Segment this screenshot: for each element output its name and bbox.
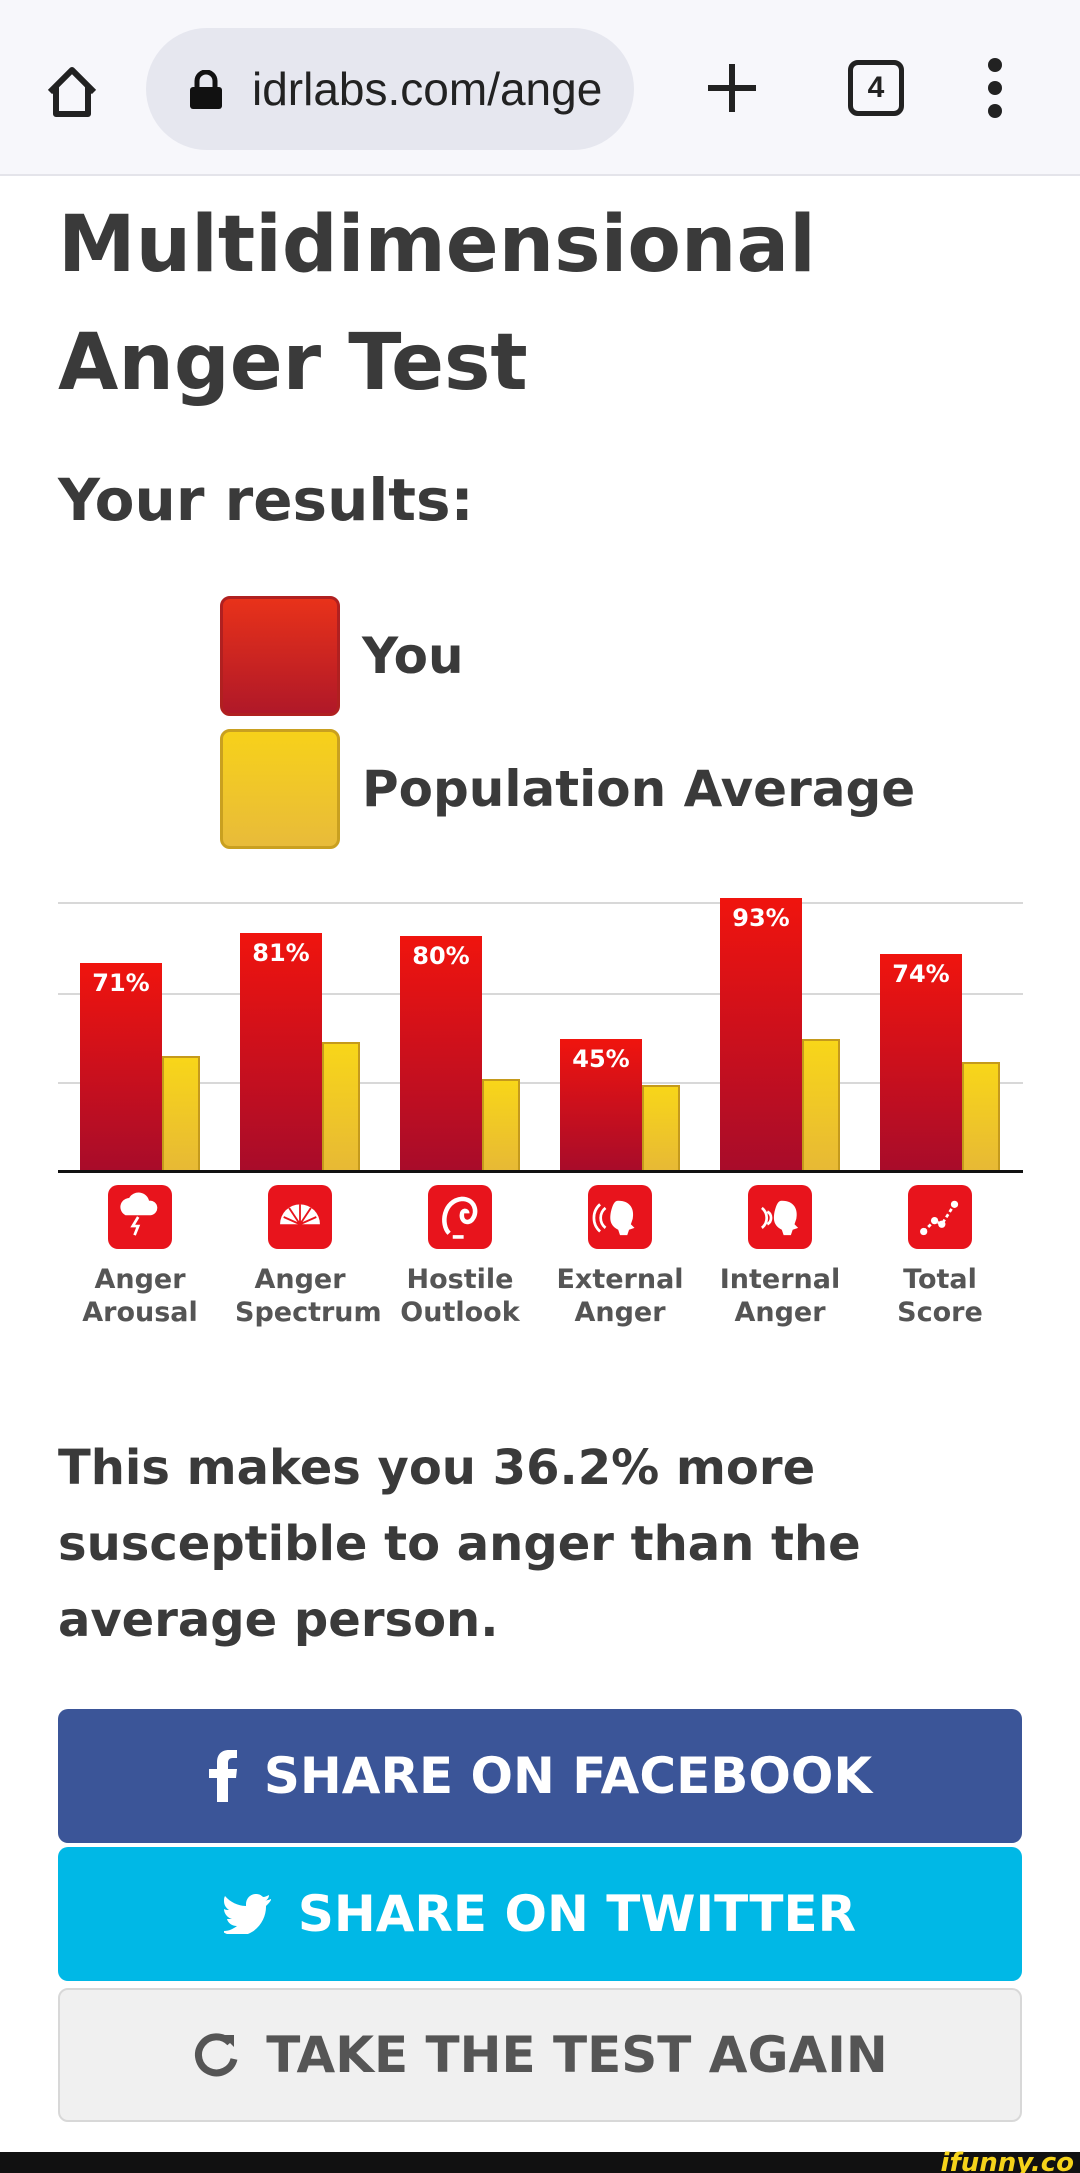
bar-you: 81% — [240, 933, 322, 1170]
results-chart: 71% Anger Arousal 81% Anger Spectrum 80% Hostil… — [58, 898, 1023, 1330]
bar-average — [482, 1079, 520, 1170]
watermark: ifunny.co — [940, 2148, 1074, 2173]
category-label: Total Score — [897, 1264, 983, 1328]
category: Anger Spectrum — [235, 1185, 382, 1329]
bar-you: 71% — [80, 962, 162, 1170]
bar-average — [322, 1041, 360, 1170]
category-label: Hostile Outlook — [400, 1264, 520, 1328]
category-icon — [268, 1185, 332, 1249]
take-test-again-label: TAKE THE TEST AGAIN — [266, 2026, 888, 2084]
category: Anger Arousal — [75, 1185, 205, 1329]
category: Total Score — [875, 1185, 1005, 1329]
bar-you: 80% — [400, 936, 482, 1170]
legend-label-average: Population Average — [362, 760, 916, 818]
share-twitter-label: SHARE ON TWITTER — [297, 1885, 857, 1943]
category: Hostile Outlook — [395, 1185, 525, 1329]
gridline — [58, 993, 1023, 995]
category: External Anger — [555, 1185, 685, 1329]
share-facebook-label: SHARE ON FACEBOOK — [263, 1747, 873, 1805]
twitter-icon — [223, 1894, 271, 1934]
legend-swatch-you — [220, 596, 340, 716]
category-icon — [428, 1185, 492, 1249]
bar-you: 45% — [560, 1038, 642, 1170]
page-title: Multidimensional Anger Test — [58, 200, 816, 408]
bar-average — [802, 1038, 840, 1170]
bottom-bar — [0, 2152, 1080, 2173]
results-heading: Your results: — [58, 466, 474, 534]
tab-switcher-button[interactable]: 4 — [848, 60, 904, 116]
facebook-icon — [208, 1750, 237, 1802]
more-menu-icon[interactable] — [980, 58, 1010, 122]
bar-you: 74% — [880, 953, 962, 1170]
bar-value-label: 81% — [252, 939, 310, 968]
bar-average — [162, 1056, 200, 1170]
category-label: Anger Arousal — [82, 1264, 198, 1328]
conclusion-text: This makes you 36.2% more susceptible to… — [58, 1440, 861, 1648]
gridline — [58, 1082, 1023, 1084]
share-facebook-button[interactable]: SHARE ON FACEBOOK — [58, 1709, 1022, 1843]
url-text: idrlabs.com/ange — [252, 63, 603, 115]
legend-label-you: You — [362, 627, 464, 685]
home-icon[interactable] — [36, 56, 108, 128]
bar-value-label: 71% — [92, 968, 150, 997]
bar-value-label: 74% — [892, 959, 950, 988]
legend-swatch-average — [220, 729, 340, 849]
category-icon — [588, 1185, 652, 1249]
address-bar[interactable]: idrlabs.com/ange — [146, 28, 634, 150]
take-test-again-button[interactable]: TAKE THE TEST AGAIN — [58, 1988, 1022, 2122]
chart-baseline — [58, 1170, 1023, 1173]
category: Internal Anger — [715, 1185, 845, 1329]
browser-toolbar: idrlabs.com/ange 4 — [0, 0, 1080, 176]
bar-value-label: 93% — [732, 904, 790, 933]
lock-icon — [188, 69, 224, 114]
share-twitter-button[interactable]: SHARE ON TWITTER — [58, 1847, 1022, 1981]
category-icon — [748, 1185, 812, 1249]
legend-you: You — [220, 596, 464, 716]
category-label: External Anger — [556, 1264, 684, 1328]
new-tab-icon[interactable] — [700, 56, 764, 120]
gridline — [58, 902, 1023, 904]
category-icon — [908, 1185, 972, 1249]
bar-value-label: 80% — [412, 942, 470, 971]
bar-you: 93% — [720, 898, 802, 1170]
refresh-icon — [195, 2033, 238, 2077]
category-label: Internal Anger — [719, 1264, 841, 1328]
legend-average: Population Average — [220, 729, 915, 849]
category-icon — [108, 1185, 172, 1249]
category-label: Anger Spectrum — [235, 1264, 382, 1328]
bar-average — [642, 1085, 680, 1170]
bar-value-label: 45% — [572, 1044, 630, 1073]
bar-average — [962, 1061, 1000, 1170]
